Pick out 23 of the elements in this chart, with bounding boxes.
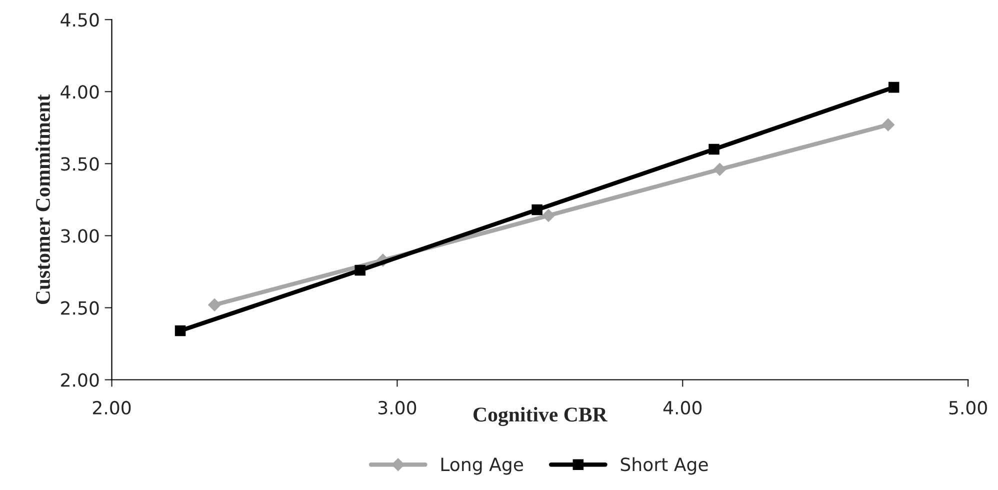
point <box>174 325 186 336</box>
legend-label: Long Age <box>441 458 524 475</box>
x-tick-label: 3.00 <box>378 400 416 415</box>
x-tick-label: 5.00 <box>949 400 987 415</box>
point <box>713 163 726 176</box>
point <box>532 204 542 216</box>
y-tick-label: 2.50 <box>61 301 99 315</box>
x-axis-title: Cognitive CBR <box>474 406 608 426</box>
x-tick-label: 4.00 <box>663 400 702 415</box>
point <box>208 298 221 312</box>
y-tick-label: 4.50 <box>60 13 99 27</box>
y-axis-title: Customer Commitment <box>35 94 50 304</box>
point <box>708 144 720 155</box>
point <box>882 118 895 132</box>
legend-label: Short Age <box>620 457 708 475</box>
y-tick-label: 4.00 <box>60 85 99 99</box>
y-tick-label: 3.50 <box>61 157 99 171</box>
y-tick-label: 2.00 <box>61 373 99 387</box>
y-tick-label: 3.00 <box>61 229 99 243</box>
point <box>888 82 900 93</box>
point <box>542 209 555 222</box>
x-tick-label: 2.00 <box>93 400 131 415</box>
point <box>354 264 366 276</box>
